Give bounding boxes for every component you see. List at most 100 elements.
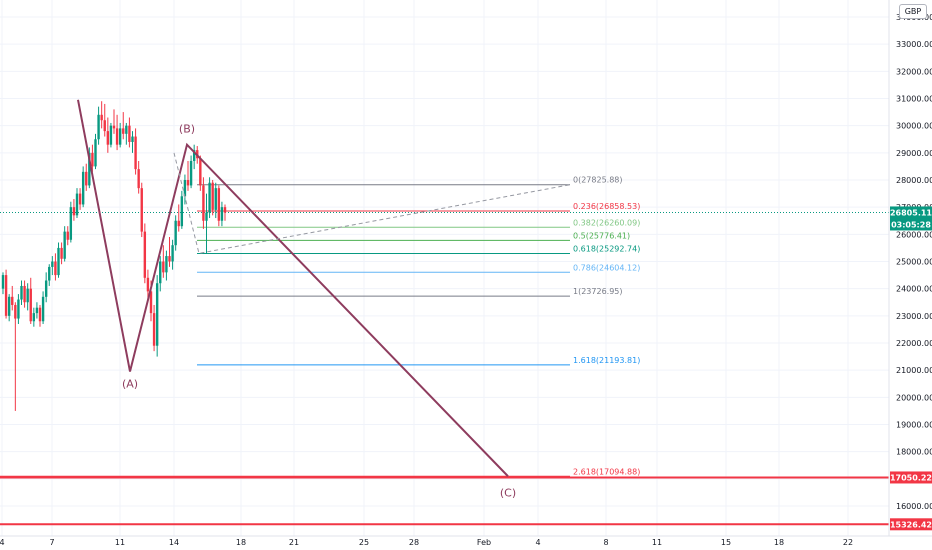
x-tick-label: 28 [409, 538, 419, 547]
candle-body [199, 158, 202, 186]
candle [183, 174, 187, 205]
candle [205, 193, 208, 254]
y-tick-label: 33000.00 [896, 40, 932, 49]
candle-body [202, 185, 205, 221]
candle-body [63, 231, 66, 259]
candle-body [112, 125, 116, 129]
chart-grid [0, 0, 889, 536]
candle-body [106, 131, 110, 145]
candle [162, 245, 165, 278]
candle-body [32, 313, 36, 322]
price-tag-label: 15326.42 [890, 520, 932, 529]
candle-body [17, 299, 20, 319]
candle-body [115, 128, 119, 145]
candle [97, 106, 100, 145]
candle-body [174, 220, 177, 246]
candle-body [189, 160, 193, 186]
candle [189, 155, 193, 189]
price-tags: 17050.22 15326.42 26805.11 03:05:28 [890, 206, 932, 531]
candle-body [162, 261, 165, 273]
y-tick-label: 28000.00 [896, 176, 932, 185]
candle [35, 302, 39, 319]
candle-body [38, 307, 42, 322]
candle [180, 190, 184, 229]
candle [140, 182, 143, 238]
candle [192, 144, 196, 170]
candle [63, 226, 66, 262]
candle-body [149, 291, 153, 314]
price-tag-bg [890, 518, 932, 531]
fib-level-label: 2.618(17094.88) [573, 467, 640, 476]
candle-body [41, 296, 45, 322]
candle-body [54, 261, 57, 276]
candle-body [26, 288, 29, 303]
candlestick-series [1, 101, 227, 411]
candle [48, 264, 51, 286]
wave-drawings[interactable]: (A) (B) (C) [77, 99, 571, 499]
candle-body [11, 296, 14, 305]
candle [186, 160, 190, 191]
candle-body [69, 207, 73, 240]
candle-body [137, 169, 140, 189]
x-tick-label: 18 [236, 538, 246, 547]
y-tick-label: 16000.00 [896, 502, 932, 511]
candle [81, 166, 85, 208]
x-tick-label: 15 [721, 538, 731, 547]
candle-body [165, 256, 168, 273]
candle [60, 242, 63, 265]
candle-body [109, 125, 113, 145]
candle [122, 112, 125, 140]
candle-body [205, 212, 208, 221]
wave-label-b: (B) [179, 123, 195, 136]
fibonacci-retracement[interactable]: 0(27825.88) 0.236(26858.53) 0.382(26260.09… [0, 176, 889, 526]
y-tick-label: 23000.00 [896, 312, 932, 321]
fib-level-label: 1.618(21193.81) [573, 356, 640, 365]
candle [152, 304, 156, 352]
candle [7, 294, 11, 322]
candle-body [131, 136, 134, 142]
currency-badge[interactable]: GBP [899, 4, 927, 19]
x-tick-label: 22 [843, 538, 853, 547]
candle-body [208, 182, 211, 213]
candle-body [85, 171, 88, 186]
candle-body [155, 283, 159, 346]
candle-body [94, 139, 97, 167]
candle [214, 182, 217, 219]
y-tick-label: 21000.00 [896, 366, 932, 375]
candle [38, 304, 42, 327]
wave-label-a: (A) [122, 378, 138, 391]
candle-body [4, 275, 8, 316]
candle [106, 117, 110, 153]
last-price-label: 26805.11 [890, 208, 932, 217]
y-tick-label: 22000.00 [896, 339, 932, 348]
candle [57, 242, 60, 278]
candle-body [183, 180, 187, 197]
candle-body [171, 245, 174, 262]
candle [177, 204, 180, 232]
candle-body [217, 188, 221, 221]
candle [131, 131, 134, 153]
candle-body [97, 114, 100, 140]
candle [32, 307, 36, 327]
time-axis[interactable]: 4 7 11 14 18 21 25 28 Feb 4 8 11 15 18 22 [0, 538, 853, 547]
candle-body [29, 288, 32, 322]
candle-body [134, 136, 137, 170]
candle [1, 272, 5, 295]
candle-body [60, 247, 63, 259]
fib-level-label: 1(23726.95) [573, 287, 623, 296]
candle [11, 285, 14, 311]
candle [4, 269, 8, 319]
candle [14, 302, 17, 411]
candle [137, 160, 140, 194]
y-tick-label: 29000.00 [896, 149, 932, 158]
candle [72, 199, 76, 221]
x-tick-label: 18 [774, 538, 784, 547]
y-tick-label: 26000.00 [896, 230, 932, 239]
price-axis[interactable]: 16000.0017000.0018000.0019000.0020000.00… [896, 13, 932, 511]
last-price-tag-bg [890, 206, 932, 231]
y-tick-label: 18000.00 [896, 448, 932, 457]
y-tick-label: 30000.00 [896, 122, 932, 131]
candle [211, 180, 214, 216]
candle-body [214, 188, 217, 210]
